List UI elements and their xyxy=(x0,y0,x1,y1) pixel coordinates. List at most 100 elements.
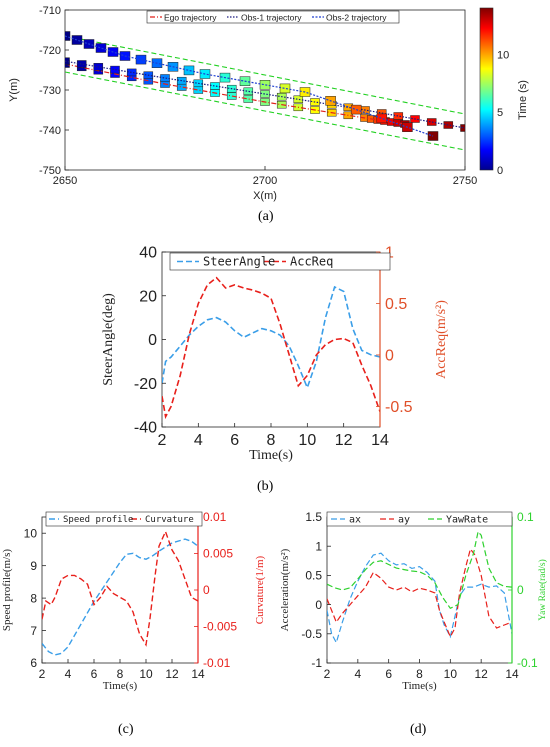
trajectory-box-obs1 xyxy=(243,87,254,96)
colorbar-label: Time (s) xyxy=(517,80,529,120)
y-tick-label-b: 20 xyxy=(139,288,157,305)
trajectory-box-obs2 xyxy=(183,65,195,76)
x-tick-label-b: 6 xyxy=(230,432,239,449)
x-axis-label-d: Time(s) xyxy=(402,680,437,692)
x-tick-label-d: 10 xyxy=(444,667,458,681)
trajectory-box-obs2 xyxy=(71,35,83,45)
legend-box-d xyxy=(326,511,513,527)
trajectory-box-obs1 xyxy=(126,68,137,77)
series-line-obs2 xyxy=(65,35,434,137)
legend-box-b xyxy=(169,252,391,271)
plot-area-b xyxy=(161,251,381,428)
y-axis-label-b: SteerAngle(deg) xyxy=(101,293,116,386)
series-line-b-steerangle xyxy=(162,285,380,390)
x-tick-label-b: 4 xyxy=(194,432,203,449)
legend-label-b: SteerAngle xyxy=(203,255,275,269)
trajectory-box-obs1 xyxy=(65,57,70,65)
trajectory-box-obs1 xyxy=(76,60,87,68)
colorbar-tick-label: 0 xyxy=(497,165,503,177)
x-tick-label-c: 8 xyxy=(117,667,124,681)
trajectory-box-obs2 xyxy=(65,31,71,41)
panel-label-c: (c) xyxy=(118,722,134,737)
legend-label-c: Curvature xyxy=(145,515,194,525)
y2-tick-label-c: 0 xyxy=(203,583,210,597)
trajectory-box-obs2 xyxy=(350,104,362,115)
y-tick-label-b: 40 xyxy=(139,245,157,262)
x-tick-label-b: 14 xyxy=(371,432,389,449)
y2-axis-label-c: Curvature(1/m) xyxy=(254,555,266,624)
x-tick-label-d: 4 xyxy=(354,667,361,681)
y-tick-label-a: -740 xyxy=(39,125,61,137)
x-tick-label-b: 2 xyxy=(158,432,167,449)
y-tick-label-a: -750 xyxy=(39,165,61,177)
y2-tick-label-d: 0.1 xyxy=(517,510,534,524)
x-tick-label-b: 8 xyxy=(267,432,276,449)
y2-tick-label-d: -0.1 xyxy=(517,656,538,670)
y-tick-label-c: 8 xyxy=(30,591,37,605)
y2-tick-label-d: 0 xyxy=(517,583,524,597)
series-line-c-speed-profile xyxy=(42,538,198,656)
plot-clip-d xyxy=(327,530,512,645)
trajectory-box-obs1 xyxy=(426,118,437,126)
plot-area-c xyxy=(41,516,199,664)
y-tick-label-b: -40 xyxy=(134,420,157,437)
x-tick-label-c: 12 xyxy=(165,667,179,681)
y-tick-label-c: 10 xyxy=(24,526,38,540)
legend-label-b: AccReq xyxy=(290,255,333,269)
x-tick-label-a: 2650 xyxy=(53,175,77,187)
y2-tick-label-c: -0.005 xyxy=(203,620,237,634)
colorbar-tick-label: 10 xyxy=(497,49,509,61)
x-tick-label-d: 2 xyxy=(324,667,331,681)
series-line-b-accreq xyxy=(162,276,380,420)
legend-label-a: Ego trajectory xyxy=(164,13,217,23)
y-tick-label-c: 6 xyxy=(30,656,37,670)
series-line-d-ax xyxy=(327,552,512,645)
x-tick-label-b: 12 xyxy=(335,432,353,449)
trajectory-box-obs2 xyxy=(259,80,271,90)
trajectory-box-ego xyxy=(243,95,254,103)
trajectory-box-obs2 xyxy=(279,83,291,94)
x-tick-label-d: 6 xyxy=(385,667,392,681)
trajectory-box-ego xyxy=(226,92,237,100)
y2-axis-label-b: AccReq(m/s²) xyxy=(434,300,449,379)
y-tick-label-b: 0 xyxy=(148,332,157,349)
y2-axis-label-d: Yaw Rate(rad/s) xyxy=(537,559,548,621)
panel-label-d: (d) xyxy=(410,722,427,737)
plot-clip-c xyxy=(42,529,198,656)
trajectory-box-obs2 xyxy=(376,113,388,124)
y2-tick-label-c: 0.005 xyxy=(203,547,233,561)
y2-tick-label-b: 0.5 xyxy=(385,296,407,313)
legend-c xyxy=(45,511,203,527)
plot-area-d xyxy=(326,516,513,664)
y-axis-label-d: Acceleration(m/s²) xyxy=(279,548,291,631)
x-tick-label-d: 14 xyxy=(505,667,519,681)
trajectory-box-obs1 xyxy=(293,95,304,104)
series-line-ego xyxy=(65,63,406,125)
legend-label-d: ax xyxy=(349,515,361,526)
plot-clip-a xyxy=(65,31,465,151)
trajectory-box-obs1 xyxy=(160,74,170,82)
y-tick-label-d: -0.5 xyxy=(301,627,322,641)
y-tick-label-d: -1 xyxy=(311,656,322,670)
x-tick-label-c: 6 xyxy=(91,667,98,681)
trajectory-box-obs1 xyxy=(110,65,120,74)
x-tick-label-d: 12 xyxy=(474,667,488,681)
y-tick-label-d: 1.5 xyxy=(305,510,322,524)
legend-box-a xyxy=(146,10,400,24)
x-axis-label-b: Time(s) xyxy=(249,448,293,463)
y-tick-label-c: 9 xyxy=(30,559,37,573)
y-tick-label-b: -20 xyxy=(134,376,157,393)
legend-label-a: Obs-2 trajectory xyxy=(326,13,387,23)
x-tick-label-c: 10 xyxy=(139,667,153,681)
x-tick-label-c: 2 xyxy=(39,667,46,681)
y2-tick-label-b: -0.5 xyxy=(385,399,413,416)
legend-label-d: ay xyxy=(398,515,410,526)
y-tick-label-d: 0.5 xyxy=(305,569,322,583)
x-axis-label-a: X(m) xyxy=(253,190,277,202)
y2-tick-label-c: -0.01 xyxy=(203,656,231,670)
y2-tick-label-b: 0 xyxy=(385,348,394,365)
x-axis-label-c: Time(s) xyxy=(103,680,138,692)
legend-d xyxy=(326,511,513,527)
y-tick-label-a: -730 xyxy=(39,85,61,97)
trajectory-box-obs1 xyxy=(210,82,220,90)
